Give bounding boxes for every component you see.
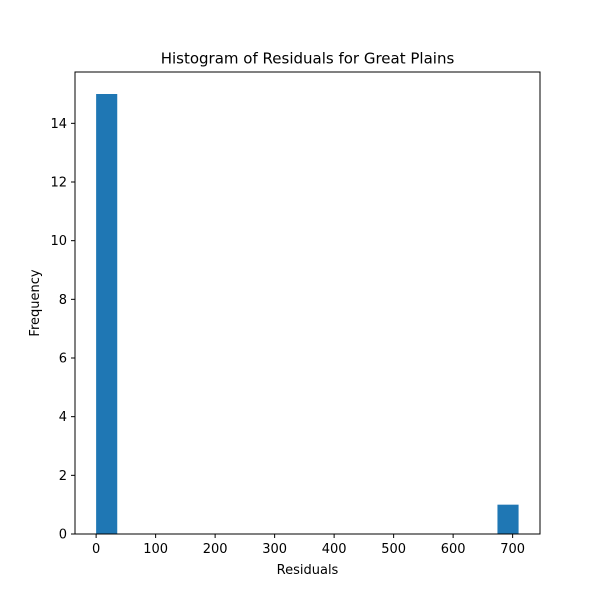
histogram-bar-0: [96, 94, 118, 534]
y-tick-label: 2: [59, 469, 67, 484]
y-tick-label: 0: [59, 528, 67, 543]
x-tick-label: 700: [500, 542, 525, 557]
x-tick-label: 600: [441, 542, 466, 557]
y-axis: 0 2 4 6 8 10 12 14: [50, 117, 75, 543]
x-tick-label: 400: [322, 542, 347, 557]
histogram-bar-19: [497, 504, 519, 534]
x-axis: 0 100 200 300 400 500 600 700: [92, 534, 525, 557]
y-tick-label: 8: [59, 293, 67, 308]
y-tick-label: 12: [50, 176, 67, 191]
x-tick-label: 0: [92, 542, 100, 557]
y-tick-label: 14: [50, 117, 67, 132]
y-tick-label: 6: [59, 352, 67, 367]
plot-frame: [74, 71, 541, 535]
y-tick-label: 10: [50, 234, 67, 249]
x-tick-label: 300: [262, 542, 287, 557]
x-axis-label: Residuals: [277, 563, 339, 578]
x-tick-label: 500: [381, 542, 406, 557]
x-tick-label: 200: [203, 542, 228, 557]
y-axis-label: Frequency: [28, 269, 43, 336]
x-tick-label: 100: [143, 542, 168, 557]
bars-layer: [96, 94, 519, 534]
y-tick-label: 4: [59, 410, 67, 425]
chart-title: Histogram of Residuals for Great Plains: [161, 50, 455, 68]
